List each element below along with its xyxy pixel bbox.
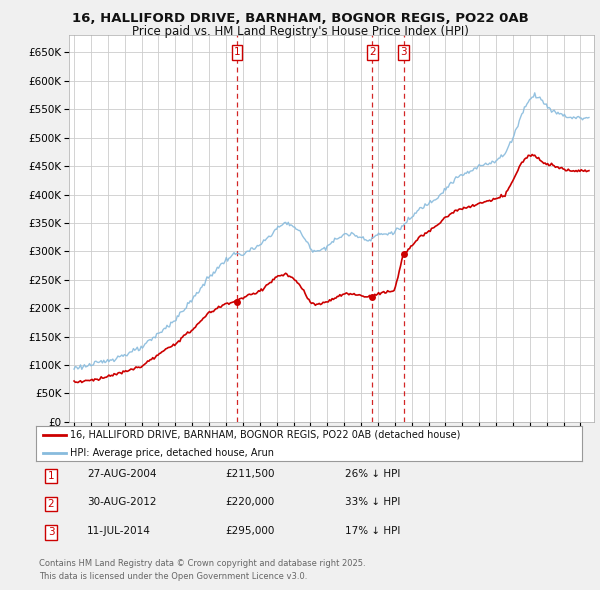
Text: 1: 1 bbox=[233, 47, 240, 57]
Text: £220,000: £220,000 bbox=[225, 497, 274, 507]
Text: £211,500: £211,500 bbox=[225, 469, 275, 479]
Text: 3: 3 bbox=[47, 527, 55, 537]
Text: 16, HALLIFORD DRIVE, BARNHAM, BOGNOR REGIS, PO22 0AB: 16, HALLIFORD DRIVE, BARNHAM, BOGNOR REG… bbox=[71, 12, 529, 25]
Text: 26% ↓ HPI: 26% ↓ HPI bbox=[345, 469, 400, 479]
Text: 2: 2 bbox=[47, 499, 55, 509]
Text: HPI: Average price, detached house, Arun: HPI: Average price, detached house, Arun bbox=[70, 448, 274, 457]
Text: Price paid vs. HM Land Registry's House Price Index (HPI): Price paid vs. HM Land Registry's House … bbox=[131, 25, 469, 38]
Text: 27-AUG-2004: 27-AUG-2004 bbox=[87, 469, 157, 479]
Text: 16, HALLIFORD DRIVE, BARNHAM, BOGNOR REGIS, PO22 0AB (detached house): 16, HALLIFORD DRIVE, BARNHAM, BOGNOR REG… bbox=[70, 430, 460, 440]
Text: 3: 3 bbox=[400, 47, 407, 57]
Text: £295,000: £295,000 bbox=[225, 526, 274, 536]
Text: 33% ↓ HPI: 33% ↓ HPI bbox=[345, 497, 400, 507]
Text: Contains HM Land Registry data © Crown copyright and database right 2025.
This d: Contains HM Land Registry data © Crown c… bbox=[39, 559, 365, 581]
Text: 1: 1 bbox=[47, 471, 55, 481]
Text: 11-JUL-2014: 11-JUL-2014 bbox=[87, 526, 151, 536]
Text: 2: 2 bbox=[369, 47, 376, 57]
Text: 17% ↓ HPI: 17% ↓ HPI bbox=[345, 526, 400, 536]
Text: 30-AUG-2012: 30-AUG-2012 bbox=[87, 497, 157, 507]
